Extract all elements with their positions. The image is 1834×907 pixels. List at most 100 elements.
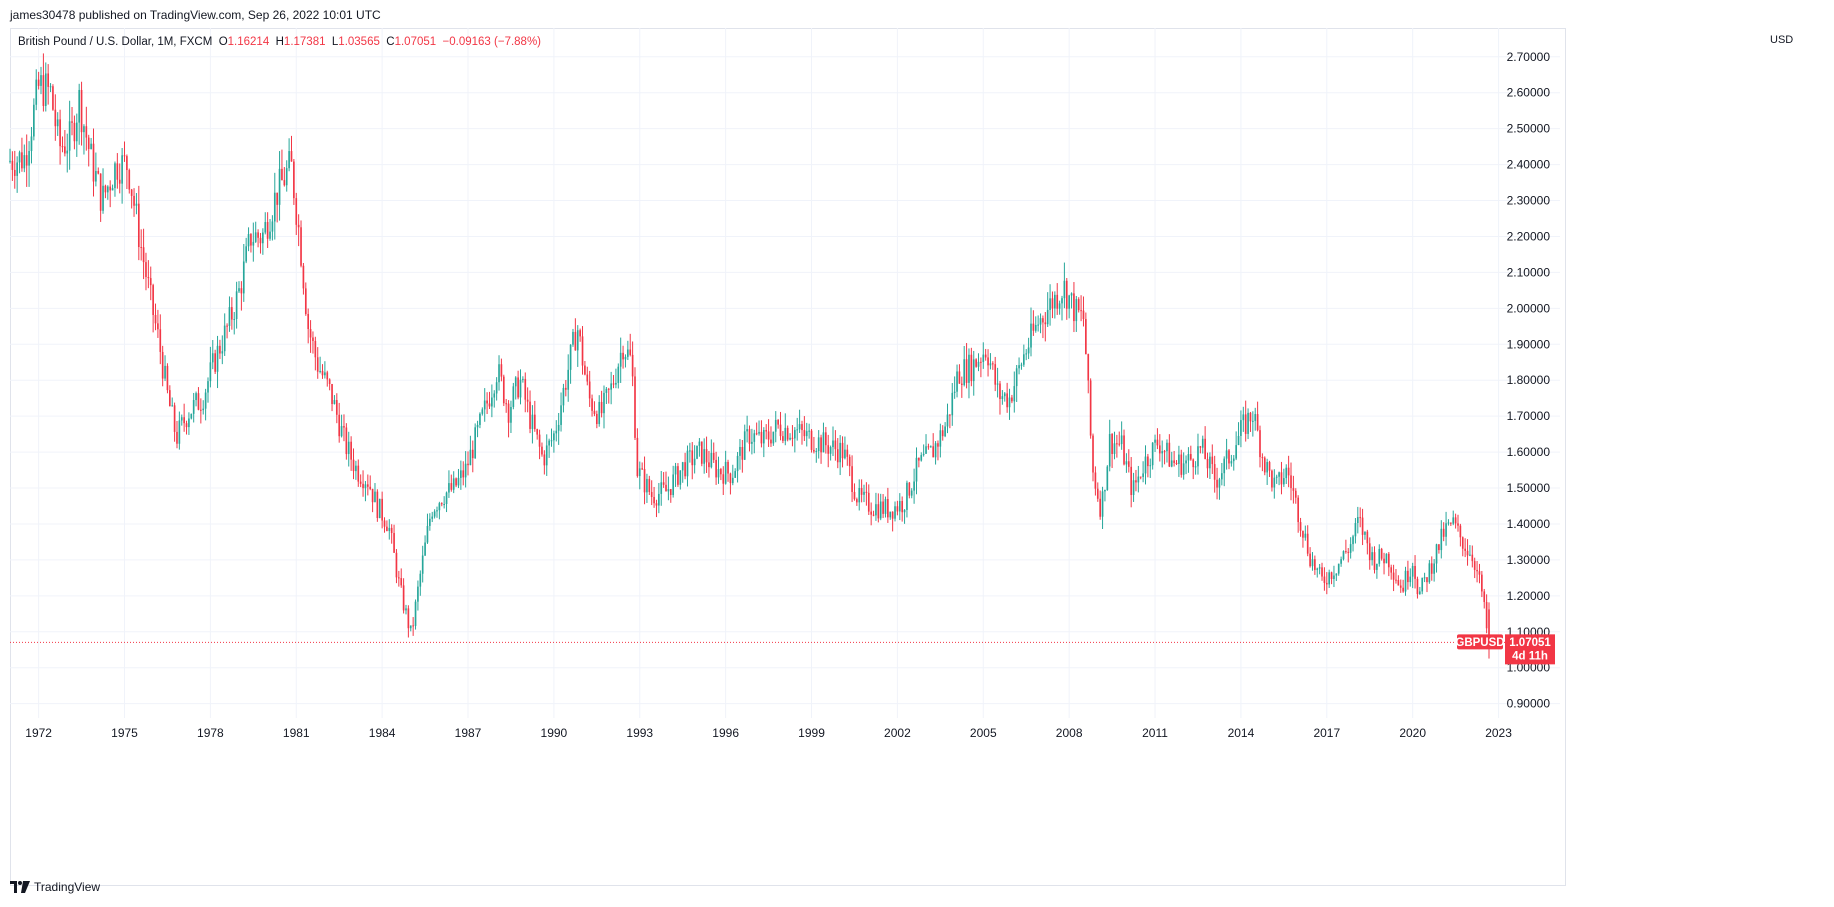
candle-body: [918, 457, 920, 461]
candle-body: [538, 434, 541, 447]
candle-body: [54, 109, 57, 127]
candle-body: [1080, 310, 1082, 312]
candle-body: [1340, 559, 1342, 564]
candle-body: [1438, 544, 1440, 551]
candle-body: [562, 387, 565, 406]
candle-body: [1294, 490, 1297, 498]
candle-body: [956, 371, 958, 392]
candle-body: [865, 491, 868, 493]
candle-body: [97, 171, 100, 174]
candle-body: [109, 186, 112, 191]
candle-body: [1082, 310, 1085, 320]
candle-body: [23, 155, 26, 169]
candle-body: [920, 455, 923, 461]
candle-body: [140, 247, 143, 249]
candle-body: [753, 433, 756, 442]
candle-body: [953, 391, 956, 393]
candle-body: [64, 146, 66, 154]
candle-body: [846, 449, 849, 457]
candle-body: [1070, 293, 1073, 296]
footer-brand-label: TradingView: [34, 880, 101, 894]
candle-body: [949, 414, 951, 416]
y-tick-label: 1.40000: [1507, 517, 1551, 531]
candle-body: [1034, 324, 1037, 331]
candle-body: [658, 493, 660, 506]
candle-body: [290, 151, 293, 162]
candle-body: [643, 469, 646, 493]
candle-body: [655, 503, 658, 506]
candle-body: [789, 437, 791, 440]
candle-body: [1471, 554, 1474, 562]
candle-body: [779, 424, 782, 437]
candle-body: [751, 441, 753, 444]
y-tick-label: 1.70000: [1507, 409, 1551, 423]
candle-body: [491, 397, 493, 407]
candle-body: [889, 511, 892, 518]
candle-body: [638, 468, 641, 477]
candle-body: [137, 203, 140, 248]
candle-body: [1044, 322, 1047, 325]
candle-body: [1001, 396, 1004, 400]
candle-body: [457, 477, 460, 486]
candle-body: [743, 431, 746, 460]
candle-body: [1333, 575, 1335, 579]
candle-body: [28, 151, 30, 166]
candle-body: [960, 383, 963, 385]
candle-body: [1197, 446, 1199, 467]
candle-body: [1390, 567, 1393, 573]
candle-body: [569, 344, 572, 370]
candle-body: [584, 365, 586, 375]
candle-body: [161, 351, 164, 379]
candle-body: [1292, 488, 1295, 491]
candle-body: [717, 469, 720, 478]
candle-body: [374, 491, 376, 503]
candle-body: [1476, 569, 1478, 572]
candle-body: [452, 478, 455, 490]
candle-body: [932, 446, 935, 458]
candle-body: [1306, 533, 1309, 554]
candle-body: [1380, 548, 1383, 559]
candle-body: [660, 482, 663, 494]
candle-body: [887, 499, 889, 518]
candle-body: [250, 234, 252, 246]
candle-body: [164, 365, 166, 379]
candle-body: [500, 364, 503, 377]
candle-body: [226, 325, 228, 327]
time-axis: 1972 1975 1978 1981 1984 1987 1990 1993 1996 1999…: [25, 726, 1512, 740]
x-tick-label: 1990: [541, 726, 568, 740]
candle-body: [1268, 462, 1271, 471]
candle-body: [307, 313, 310, 330]
candle-body: [1271, 470, 1273, 488]
legend-low-label: L: [331, 36, 339, 48]
candle-body: [1285, 467, 1288, 479]
candle-body: [369, 486, 372, 489]
candle-body: [479, 413, 481, 425]
candle-body: [390, 527, 393, 534]
candle-body: [78, 89, 81, 123]
candle-body: [359, 481, 362, 484]
candle-body: [1120, 435, 1123, 445]
x-tick-label: 1984: [369, 726, 396, 740]
candle-body: [1087, 354, 1090, 381]
candle-body: [765, 430, 768, 432]
candle-body: [667, 489, 670, 492]
candle-body: [1240, 420, 1242, 436]
legend-close: 1.07051: [394, 36, 437, 48]
candle-body: [860, 487, 863, 495]
legend-change: −0.09163 (−7.88%): [442, 36, 542, 48]
candle-body: [1182, 463, 1185, 475]
candle-body: [703, 449, 706, 464]
candle-body: [951, 392, 954, 416]
candle-body: [1283, 478, 1285, 485]
candle-body: [157, 323, 159, 330]
candle-body: [872, 514, 875, 516]
chart-grid: [10, 28, 1560, 718]
candle-body: [11, 160, 14, 170]
footer-brand[interactable]: TradingView: [10, 880, 100, 894]
candle-body: [1316, 568, 1319, 570]
candle-body: [52, 86, 54, 110]
candle-body: [813, 449, 815, 452]
candle-body: [891, 511, 894, 519]
candle-body: [293, 161, 295, 199]
